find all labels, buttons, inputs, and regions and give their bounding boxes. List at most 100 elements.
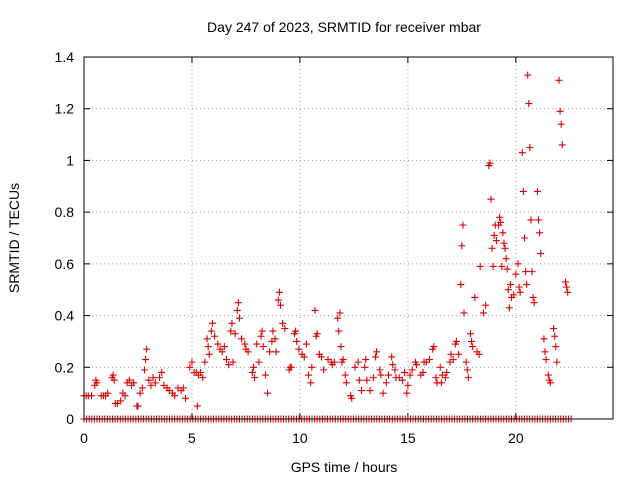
data-point — [505, 304, 513, 312]
x-tick-label: 10 — [292, 430, 308, 446]
data-point — [220, 343, 228, 351]
data-point — [512, 270, 520, 278]
data-point — [151, 379, 159, 387]
data-point — [469, 343, 477, 351]
data-point — [307, 379, 315, 387]
data-point — [302, 340, 310, 348]
data-point — [93, 379, 101, 387]
data-point — [502, 255, 510, 263]
data-point — [249, 363, 257, 371]
data-point — [561, 278, 569, 286]
data-point — [436, 363, 444, 371]
data-point — [234, 299, 242, 307]
data-point — [228, 319, 236, 327]
data-point — [241, 340, 249, 348]
data-point — [519, 187, 527, 195]
data-point — [313, 330, 321, 338]
data-point — [276, 301, 284, 309]
data-point — [529, 293, 537, 301]
x-tick-label: 15 — [400, 430, 416, 446]
data-point — [125, 376, 133, 384]
data-point — [261, 371, 269, 379]
data-point — [179, 384, 187, 392]
data-point — [223, 356, 231, 364]
data-point — [229, 358, 237, 366]
data-point — [336, 309, 344, 317]
data-point — [134, 402, 142, 410]
data-point — [104, 389, 112, 397]
data-point — [379, 389, 387, 397]
data-point — [541, 348, 549, 356]
data-point — [88, 392, 96, 400]
x-tick-label: 20 — [508, 430, 524, 446]
data-point — [275, 288, 283, 296]
data-point — [482, 301, 490, 309]
data-point — [542, 356, 550, 364]
plot-frame — [83, 56, 614, 420]
data-point — [528, 268, 536, 276]
y-tick-label: 0.4 — [55, 308, 75, 324]
data-point — [479, 309, 487, 317]
data-point — [287, 363, 295, 371]
data-point — [544, 371, 552, 379]
data-point — [520, 234, 528, 242]
data-point — [384, 371, 392, 379]
data-point — [488, 244, 496, 252]
data-point — [197, 368, 205, 376]
grid-lines — [84, 57, 613, 419]
data-point — [130, 379, 138, 387]
data-point — [487, 195, 495, 203]
data-point — [557, 120, 565, 128]
data-point — [546, 379, 554, 387]
data-point — [207, 327, 215, 335]
data-point — [527, 216, 535, 224]
y-tick-label: 0 — [66, 411, 74, 427]
data-point — [463, 366, 471, 374]
x-axis-label: GPS time / hours — [291, 459, 398, 475]
data-point — [214, 340, 222, 348]
data-point — [401, 368, 409, 376]
y-tick-label: 0.2 — [55, 359, 75, 375]
data-point — [536, 229, 544, 237]
data-point — [551, 332, 559, 340]
data-point — [464, 374, 472, 382]
data-point — [193, 402, 201, 410]
data-point — [564, 288, 572, 296]
data-point — [458, 242, 466, 250]
data-point — [476, 262, 484, 270]
data-point — [208, 319, 216, 327]
data-point — [490, 231, 498, 239]
data-point — [540, 335, 548, 343]
data-point — [403, 389, 411, 397]
data-point — [466, 330, 474, 338]
data-point — [523, 281, 531, 289]
data-point — [334, 314, 342, 322]
data-point — [468, 337, 476, 345]
data-point — [171, 392, 179, 400]
data-point — [498, 262, 506, 270]
data-point — [442, 374, 450, 382]
data-point — [330, 358, 338, 366]
data-point — [203, 335, 211, 343]
data-point — [335, 327, 343, 335]
y-tick-label: 1 — [66, 152, 74, 168]
data-point — [140, 366, 148, 374]
data-point — [351, 363, 359, 371]
data-point — [205, 350, 213, 358]
data-point — [292, 327, 300, 335]
data-point — [235, 314, 243, 322]
data-point — [489, 262, 497, 270]
data-point — [138, 384, 146, 392]
data-point — [524, 71, 532, 79]
data-point — [457, 281, 465, 289]
data-point — [110, 376, 118, 384]
data-point — [555, 76, 563, 84]
data-point — [497, 218, 505, 226]
data-point — [145, 376, 153, 384]
data-point — [211, 332, 219, 340]
data-point — [496, 213, 504, 221]
data-point — [320, 366, 328, 374]
data-point — [530, 299, 538, 307]
data-point — [231, 330, 239, 338]
